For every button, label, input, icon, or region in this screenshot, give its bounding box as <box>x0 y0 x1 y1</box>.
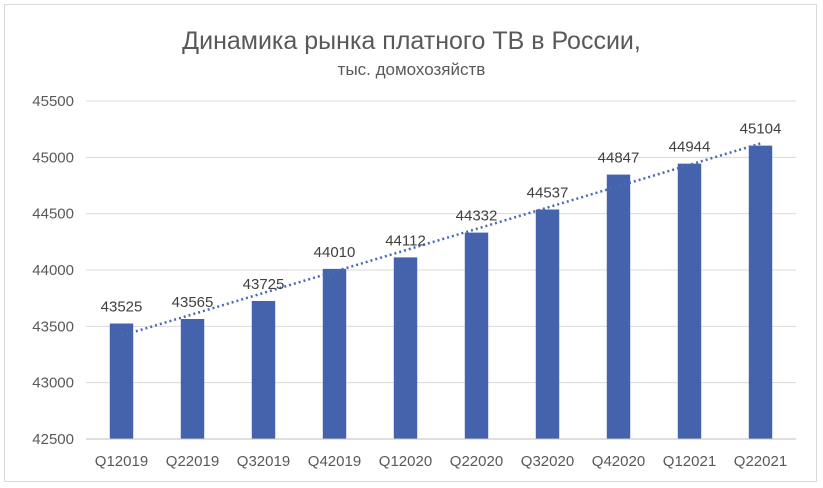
data-label: 44332 <box>456 208 498 225</box>
bar <box>180 319 205 439</box>
x-tick-label: Q32019 <box>237 453 290 470</box>
gridlines <box>86 100 796 384</box>
y-tick-label: 45500 <box>32 93 74 110</box>
x-tick-label: Q42019 <box>308 453 361 470</box>
x-tick-label: Q32020 <box>521 453 574 470</box>
y-tick-label: 44000 <box>32 262 74 279</box>
chart-title: Динамика рынка платного ТВ в России, <box>182 27 641 55</box>
bar <box>606 174 631 439</box>
bar <box>393 257 418 439</box>
data-labels: 43525 43565 43725 44010 44112 44332 44537 44847… <box>101 121 782 316</box>
x-tick-label: Q12021 <box>663 453 716 470</box>
bar <box>677 163 702 439</box>
trendline-group <box>121 142 761 337</box>
x-axis: Q12019 Q22019 Q32019 Q42019 Q12020 Q22020 Q320… <box>86 438 796 470</box>
x-tick-label: Q12019 <box>95 453 148 470</box>
bar <box>322 268 347 439</box>
x-tick-label: Q42020 <box>592 453 645 470</box>
data-label: 43565 <box>172 294 214 311</box>
data-label: 44847 <box>598 150 640 167</box>
bar <box>748 145 773 439</box>
y-tick-label: 43000 <box>32 375 74 392</box>
y-tick-label: 42500 <box>32 431 74 448</box>
y-tick-label: 45000 <box>32 149 74 166</box>
data-label: 45104 <box>740 121 782 138</box>
data-label: 44944 <box>669 139 711 156</box>
x-tick-label: Q22021 <box>734 453 787 470</box>
y-tick-label: 44500 <box>32 206 74 223</box>
x-tick-label: Q22020 <box>450 453 503 470</box>
bars <box>109 145 773 439</box>
bar <box>464 232 489 439</box>
bar <box>109 323 134 439</box>
x-tick-label: Q12020 <box>379 453 432 470</box>
x-tick-label: Q22019 <box>166 453 219 470</box>
data-label: 43525 <box>101 299 143 316</box>
data-label: 43725 <box>243 276 285 293</box>
y-axis: 42500 43000 43500 44000 44500 45000 45500 <box>32 93 74 448</box>
bar <box>251 300 276 439</box>
y-tick-label: 43500 <box>32 318 74 335</box>
data-label: 44112 <box>385 232 426 249</box>
data-label: 44537 <box>527 184 569 201</box>
chart-subtitle: тыс. домохозяйств <box>337 60 486 79</box>
data-label: 44010 <box>314 244 356 261</box>
trendline <box>121 142 761 337</box>
bar <box>535 209 560 439</box>
